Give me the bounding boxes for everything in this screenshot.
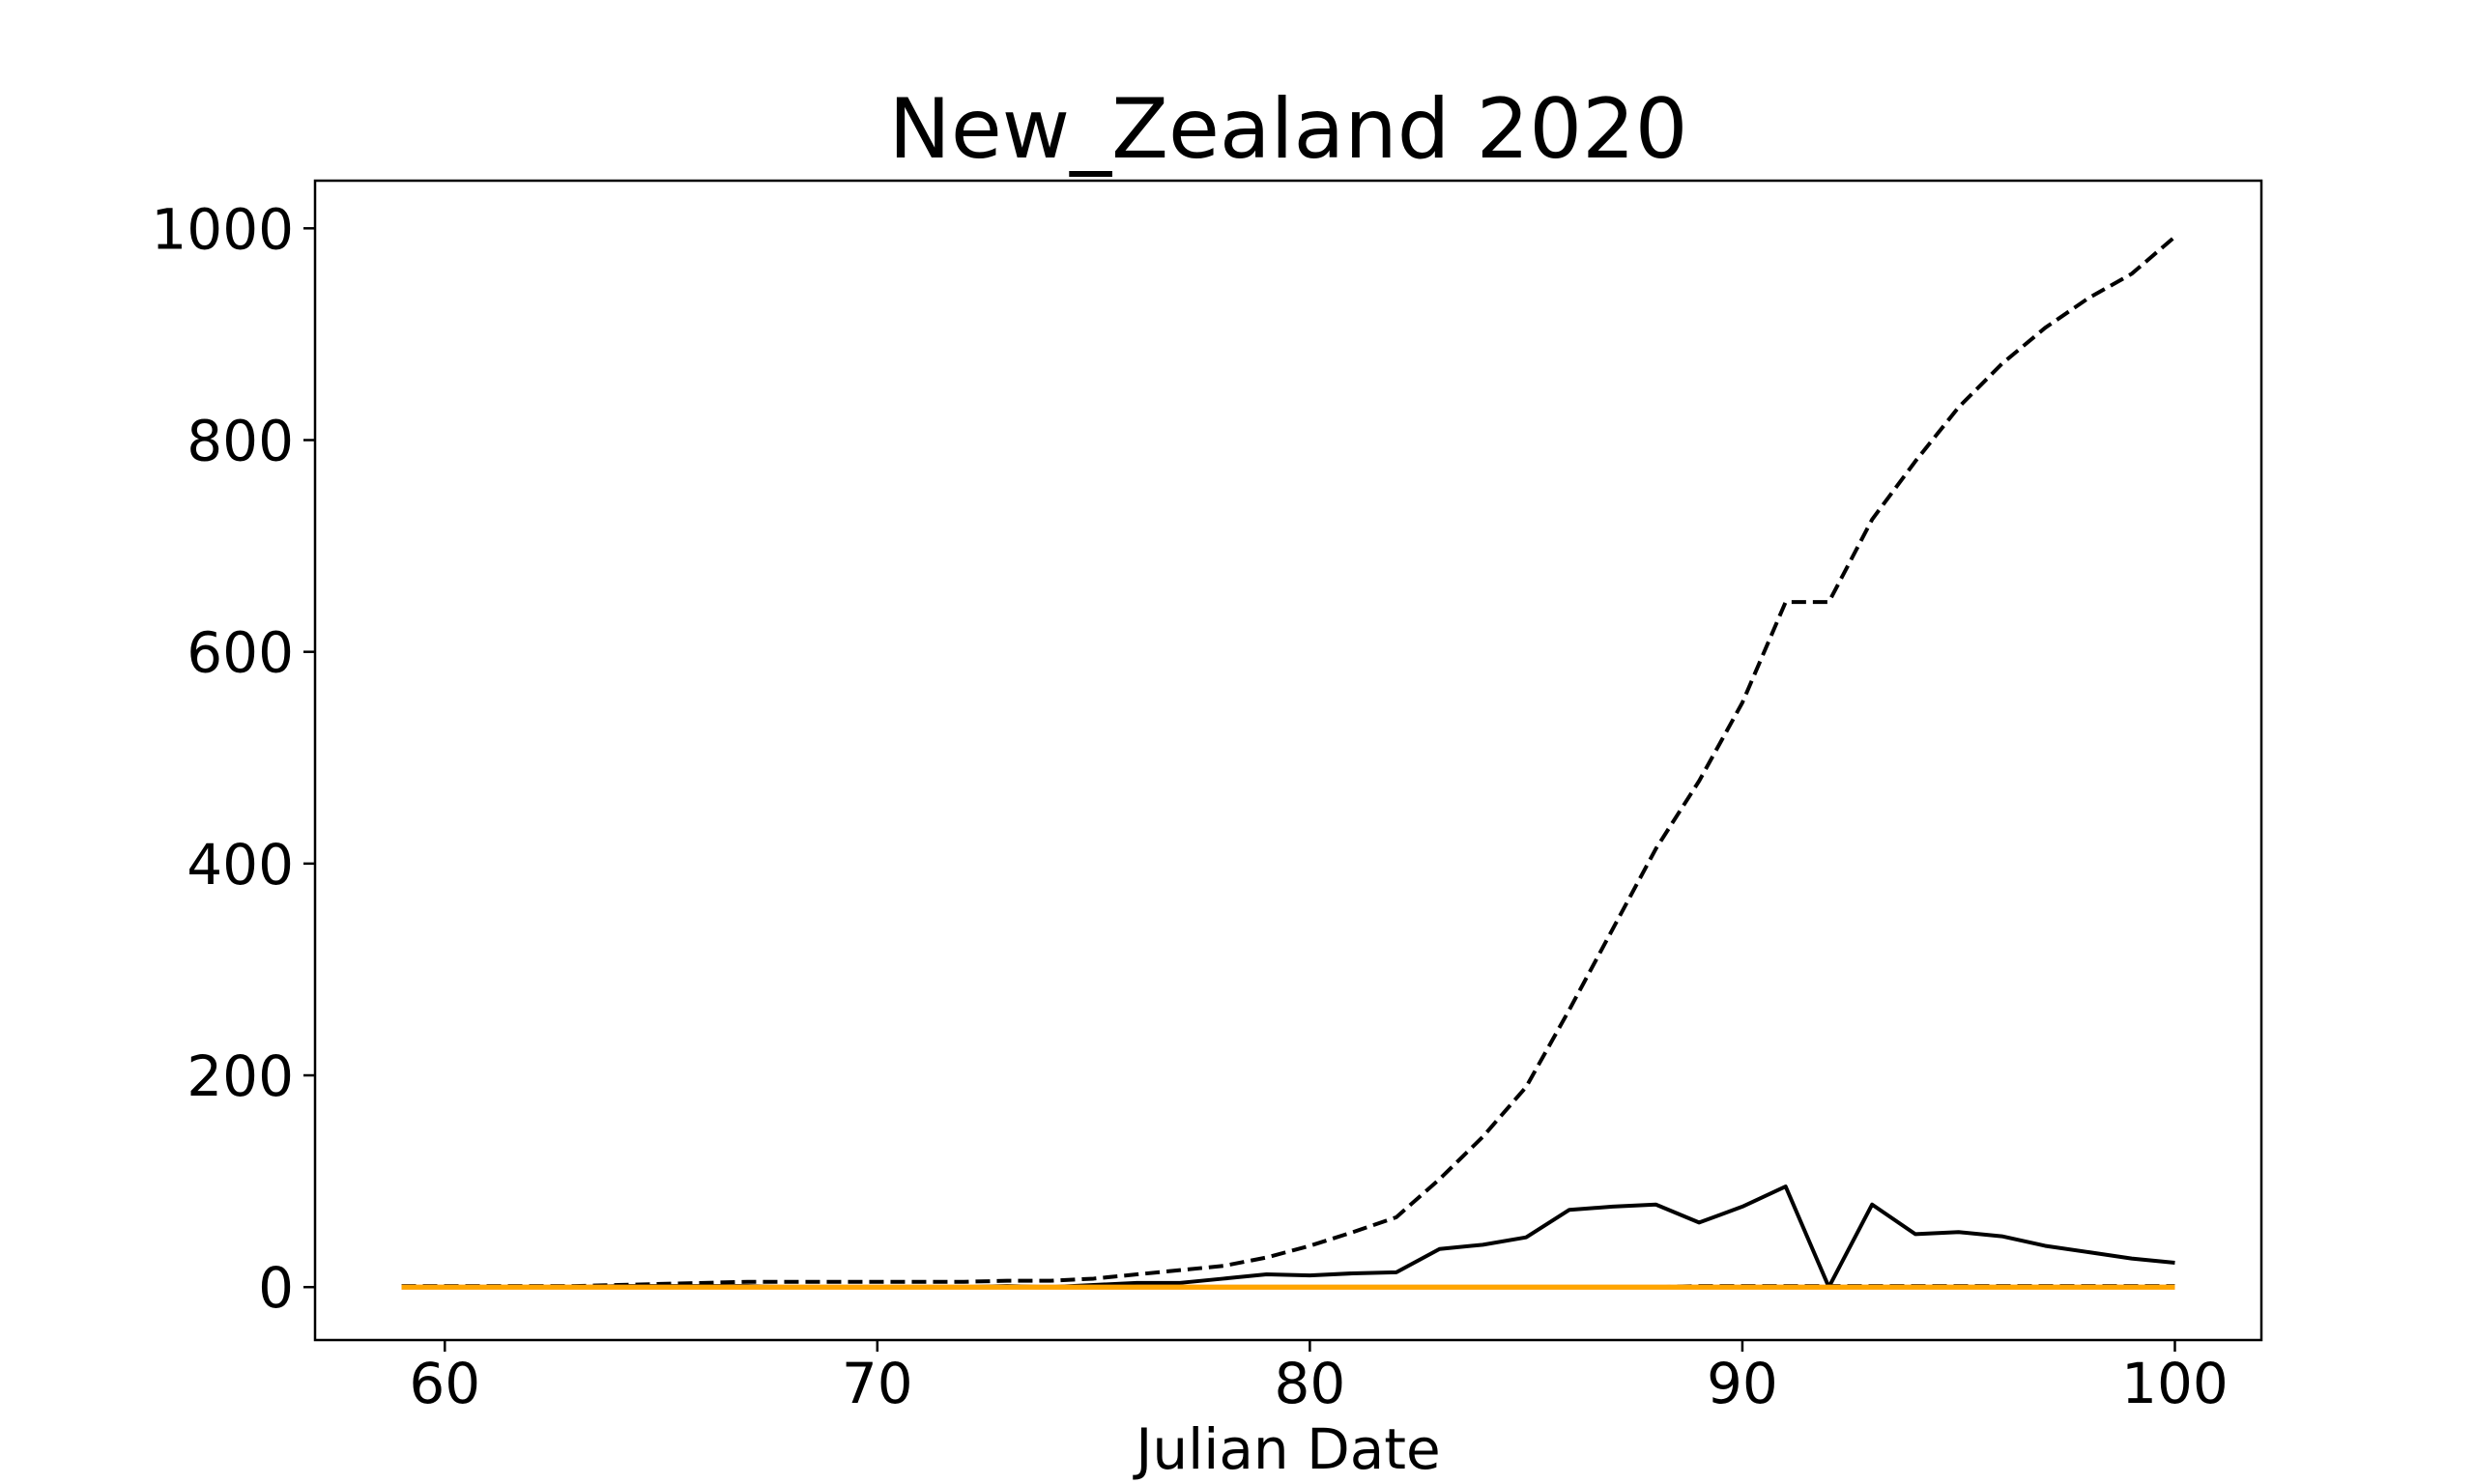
y-tick-label: 0 (258, 1255, 294, 1321)
y-tick-label: 600 (187, 620, 294, 686)
y-tick-label: 400 (187, 832, 294, 898)
plot-frame (313, 179, 2263, 1342)
x-tick-label: 70 (842, 1351, 913, 1416)
y-tick-label: 800 (187, 408, 294, 473)
y-tick-label: 1000 (151, 196, 294, 262)
x-tick-label: 80 (1274, 1351, 1345, 1416)
x-tick-label: 60 (409, 1351, 480, 1416)
x-axis-label: Julian Date (1133, 1416, 1440, 1482)
y-tick-label: 200 (187, 1043, 294, 1109)
x-tick-label: 90 (1707, 1351, 1778, 1416)
chart-title: New_Zealand 2020 (889, 81, 1688, 178)
plot-area (401, 235, 2176, 1290)
x-tick-label: 100 (2121, 1351, 2229, 1416)
